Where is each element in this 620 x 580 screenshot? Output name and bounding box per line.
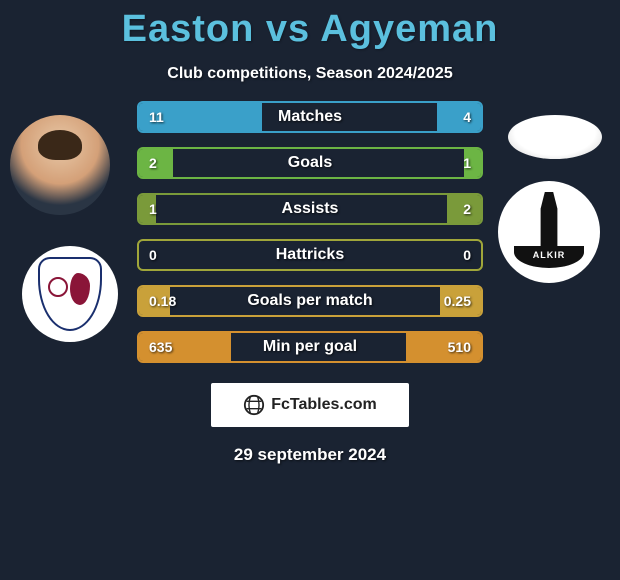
shield-icon xyxy=(38,257,102,331)
stat-bar: 11 Matches 4 xyxy=(137,101,483,133)
stat-label: Matches xyxy=(278,108,342,126)
stat-value-right: 2 xyxy=(463,201,471,217)
stat-label: Goals per match xyxy=(247,292,372,310)
stat-value-left: 2 xyxy=(149,155,157,171)
fctables-logo-icon xyxy=(243,394,265,416)
stat-value-left: 1 xyxy=(149,201,157,217)
comparison-title: Easton vs Agyeman xyxy=(0,0,620,51)
content-area: ALKIR 11Matches42Goals11Assists20Hattric… xyxy=(0,101,620,465)
stat-label: Assists xyxy=(282,200,339,218)
player-right-avatar-placeholder xyxy=(508,115,602,159)
stat-value-left: 635 xyxy=(149,339,172,355)
stat-label: Hattricks xyxy=(276,246,344,264)
stat-label: Min per goal xyxy=(263,338,357,356)
comparison-subtitle: Club competitions, Season 2024/2025 xyxy=(0,65,620,83)
stat-value-right: 4 xyxy=(463,109,471,125)
stat-value-right: 510 xyxy=(448,339,471,355)
stat-bars: 11Matches42Goals11Assists20Hattricks00.1… xyxy=(137,101,483,363)
stat-value-left: 0.18 xyxy=(149,293,176,309)
stat-value-left: 0 xyxy=(149,247,157,263)
player-right-club-badge: ALKIR xyxy=(498,181,600,283)
stat-bar: 635 Min per goal 510 xyxy=(137,331,483,363)
tower-badge-icon: ALKIR xyxy=(514,192,584,272)
stat-bar: 2 Goals 1 xyxy=(137,147,483,179)
attribution-text: FcTables.com xyxy=(271,396,377,414)
tower-icon xyxy=(535,192,563,248)
stat-bar: 1 Assists 2 xyxy=(137,193,483,225)
bar-fill-right xyxy=(437,103,481,131)
stat-value-right: 1 xyxy=(463,155,471,171)
stat-value-right: 0.25 xyxy=(444,293,471,309)
stat-bar: 0.18 Goals per match 0.25 xyxy=(137,285,483,317)
stat-bar: 0 Hattricks 0 xyxy=(137,239,483,271)
comparison-date: 29 september 2024 xyxy=(0,445,620,465)
attribution-badge: FcTables.com xyxy=(211,383,409,427)
badge-ribbon-text: ALKIR xyxy=(514,246,584,268)
player-left-club-badge xyxy=(22,246,118,342)
stat-label: Goals xyxy=(288,154,332,172)
stat-value-left: 11 xyxy=(149,109,164,125)
stat-value-right: 0 xyxy=(463,247,471,263)
player-left-avatar xyxy=(10,115,110,215)
